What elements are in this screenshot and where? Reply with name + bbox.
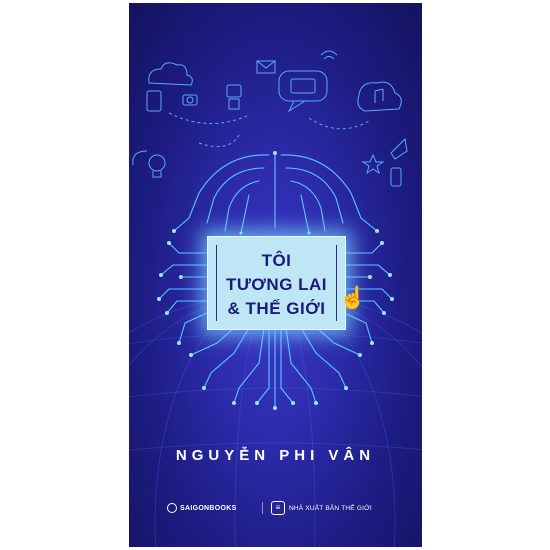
book-cover: TÔI TƯƠNG LAI & THẾ GIỚI ☝ NGUYỄN PHI VÂ… bbox=[129, 3, 422, 547]
chat-bubble-icon bbox=[278, 70, 328, 113]
lightbulb-icon bbox=[132, 150, 166, 178]
cover-artwork bbox=[129, 50, 422, 547]
star-icon bbox=[361, 153, 385, 175]
tablet-icon bbox=[146, 90, 162, 112]
publisher-logo-saigonbooks: SAIGONBOOKS bbox=[167, 501, 237, 515]
publisher-right-label: NHÀ XUẤT BẢN THẾ GIỚI bbox=[289, 504, 372, 512]
title-box: TÔI TƯƠNG LAI & THẾ GIỚI bbox=[207, 236, 346, 330]
rocket-icon bbox=[390, 137, 408, 160]
wifi-icon bbox=[320, 50, 338, 60]
author-name: NGUYỄN PHI VÂN bbox=[175, 447, 376, 464]
hand-cursor-icon: ☝ bbox=[339, 285, 367, 310]
robot-icon bbox=[226, 84, 242, 110]
circuit-brain bbox=[158, 152, 393, 409]
publisher-logo-the-gioi: ≡ NHÀ XUẤT BẢN THẾ GIỚI bbox=[271, 499, 372, 517]
book-publisher-icon: ≡ bbox=[271, 501, 285, 515]
mail-icon bbox=[256, 60, 276, 74]
title-line-2: TƯƠNG LAI bbox=[225, 275, 328, 294]
doodle-icons bbox=[132, 50, 408, 187]
title-line-3: & THẾ GIỚI bbox=[227, 299, 326, 318]
publisher-left-label: SAIGONBOOKS bbox=[180, 504, 237, 512]
saigonbooks-logo-icon bbox=[167, 503, 177, 513]
title-frame: TÔI TƯƠNG LAI & THẾ GIỚI bbox=[216, 245, 337, 321]
circuit-nodes bbox=[157, 151, 394, 410]
title-line-1: TÔI bbox=[261, 251, 292, 270]
phone-icon bbox=[390, 167, 402, 187]
publisher-divider bbox=[262, 502, 263, 514]
music-note-icon bbox=[357, 81, 402, 112]
camera-icon bbox=[182, 94, 198, 106]
cloud-icon bbox=[148, 62, 193, 86]
